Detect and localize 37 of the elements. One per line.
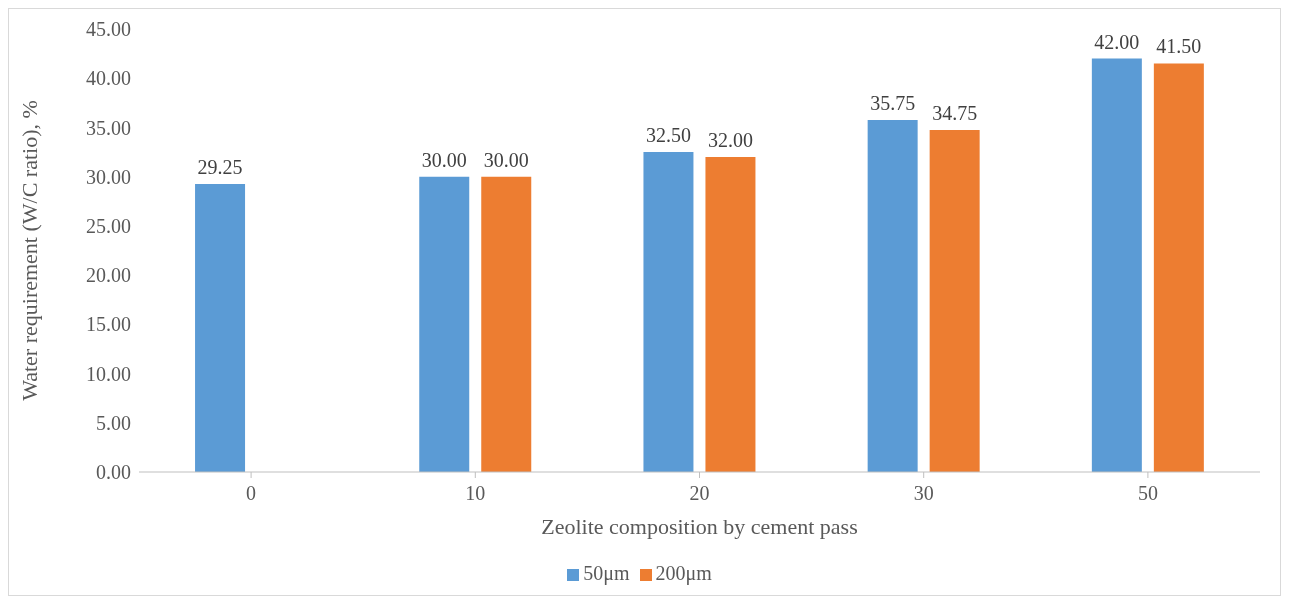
- y-tick-label: 30.00: [86, 165, 131, 188]
- y-tick-label: 5.00: [96, 411, 131, 434]
- y-tick-label: 40.00: [86, 67, 131, 90]
- data-label: 32.50: [645, 124, 691, 147]
- y-axis-title: Water requirement (W/C ratio), %: [16, 100, 42, 401]
- bar: [867, 120, 918, 472]
- y-tick-label: 15.00: [86, 313, 131, 336]
- bar: [481, 176, 532, 472]
- bar: [195, 184, 246, 472]
- bar: [1091, 58, 1142, 472]
- data-label: 41.50: [1156, 35, 1202, 58]
- bar: [929, 129, 980, 472]
- x-tick-label: 50: [1137, 482, 1158, 505]
- bar: [705, 156, 756, 472]
- x-tick-label: 20: [689, 482, 710, 505]
- data-label: 32.00: [707, 128, 753, 151]
- x-axis-title: Zeolite composition by cement pass: [541, 514, 858, 539]
- data-label: 35.75: [870, 92, 916, 115]
- y-tick-label: 0.00: [96, 461, 131, 484]
- data-label: 30.00: [483, 148, 529, 171]
- bar: [643, 152, 694, 472]
- y-tick-label: 35.00: [86, 116, 131, 139]
- legend-label: 200μm: [655, 562, 712, 584]
- y-tick-label: 10.00: [86, 362, 131, 385]
- x-tick-label: 10: [465, 482, 486, 505]
- bar: [419, 176, 470, 472]
- y-tick-label: 25.00: [86, 214, 131, 237]
- data-label: 30.00: [421, 148, 467, 171]
- data-label: 29.25: [197, 156, 243, 179]
- y-tick-label: 20.00: [86, 264, 131, 287]
- bar: [1153, 63, 1204, 472]
- data-label: 34.75: [932, 101, 978, 124]
- data-label: 42.00: [1094, 30, 1140, 53]
- x-tick-label: 30: [913, 482, 934, 505]
- x-tick-label: 0: [246, 482, 257, 505]
- y-tick-label: 45.00: [86, 18, 131, 41]
- legend-label: 50μm: [583, 562, 630, 584]
